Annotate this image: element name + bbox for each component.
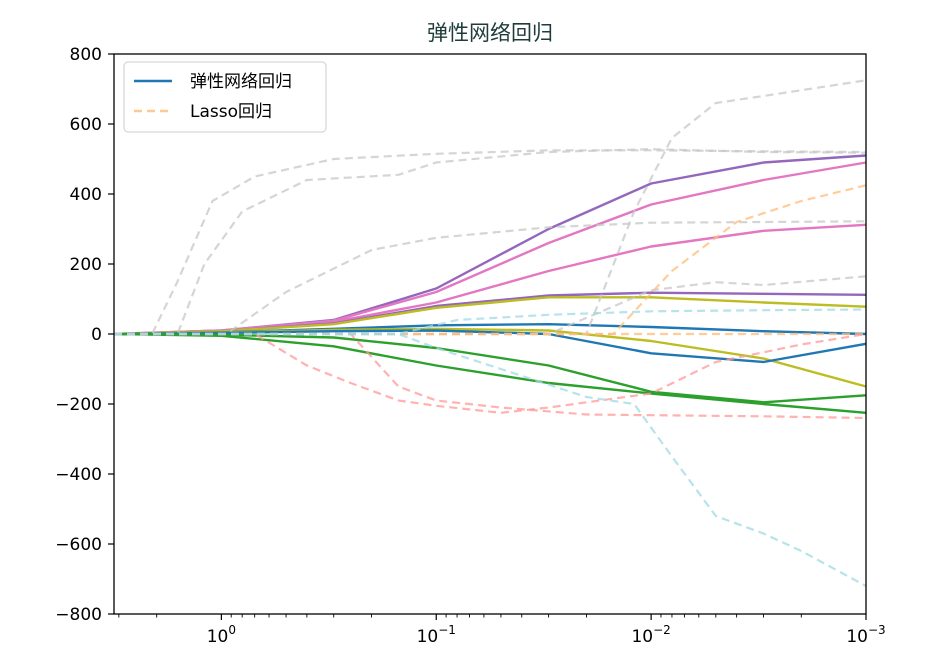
elastic-series-line-1 — [113, 161, 867, 336]
y-tick-label: 800 — [70, 45, 102, 65]
x-tick-label: 100 — [207, 623, 236, 647]
elastic-series-line-8 — [113, 332, 867, 404]
elastic-series-line-4 — [113, 296, 867, 336]
elastic-series-line-3 — [113, 291, 867, 336]
x-tick-label: 10−2 — [631, 623, 670, 647]
axes: 800 600 400 200 0 −200 −400 −600 −800 100 10−1 10−2… — [55, 45, 885, 647]
legend-label: 弹性网络回归 — [190, 72, 292, 92]
legend-label: Lasso回归 — [190, 102, 272, 122]
y-tick-label: −800 — [55, 605, 102, 625]
y-tick-label: 600 — [70, 115, 102, 135]
lasso-series-line-19 — [114, 332, 867, 587]
lasso-series-line-17 — [114, 332, 867, 414]
elastic-series-line-9 — [113, 332, 867, 414]
y-tick-label: −200 — [55, 395, 102, 415]
lasso-series-line-20 — [114, 308, 867, 336]
y-tick-label: 0 — [91, 325, 102, 345]
legend: 弹性网络回归 Lasso回归 — [123, 61, 327, 133]
elastic-series-line-7 — [113, 329, 867, 364]
lasso-series-line-11 — [114, 148, 867, 336]
legend-box — [123, 61, 327, 133]
y-tick-label: 200 — [70, 255, 102, 275]
x-tick-label: 10−3 — [846, 623, 885, 647]
lasso-series-line-14 — [114, 275, 867, 336]
lasso-series-line-12 — [114, 220, 867, 336]
x-tick-label: 10−1 — [417, 623, 456, 647]
lasso-series-line-18 — [114, 332, 867, 420]
series-layer — [113, 79, 867, 587]
y-tick-label: −400 — [55, 465, 102, 485]
y-tick-label: −600 — [55, 535, 102, 555]
y-tick-label: 400 — [70, 185, 102, 205]
chart-title: 弹性网络回归 — [427, 21, 553, 45]
lasso-series-line-10 — [114, 149, 867, 336]
